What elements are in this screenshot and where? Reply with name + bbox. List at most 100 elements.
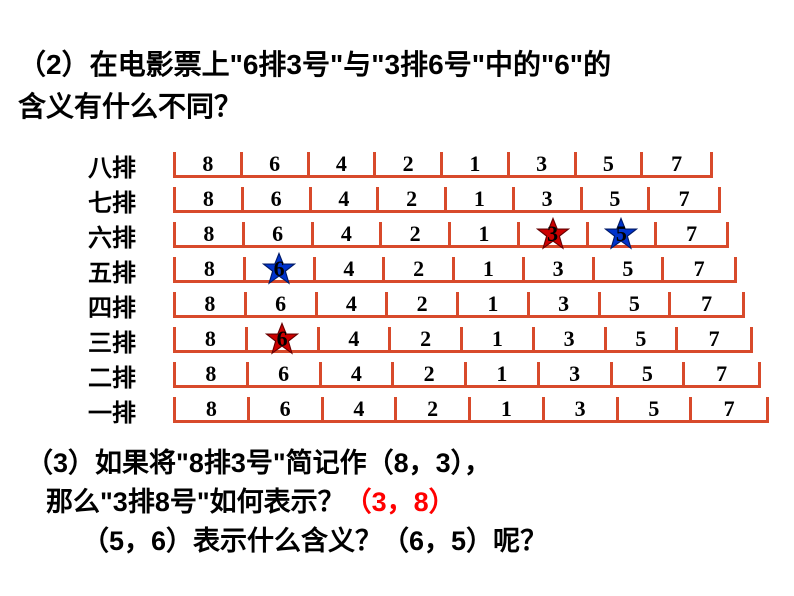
seat-number: 7	[679, 186, 690, 212]
row-label: 三排	[88, 323, 158, 358]
seat-number: 5	[622, 256, 633, 282]
seat: 3	[520, 222, 589, 245]
seat: 4	[312, 187, 380, 210]
seat: 4	[310, 152, 377, 175]
seat-number: 5	[648, 396, 659, 422]
seat-row: 三排8 6421357	[88, 323, 708, 358]
seat: 1	[443, 152, 510, 175]
seat: 2	[382, 222, 451, 245]
seat: 3	[530, 292, 601, 315]
seat-number: 1	[492, 326, 503, 352]
seat: 7	[685, 362, 758, 385]
seat-number: 1	[487, 291, 498, 317]
seat-number: 2	[403, 151, 414, 177]
seat-number: 4	[351, 361, 362, 387]
seat-number: 8	[203, 221, 214, 247]
seat: 7	[692, 397, 766, 420]
seat: 5	[583, 187, 651, 210]
seat-number: 3	[547, 221, 558, 247]
seat: 3	[540, 362, 613, 385]
seat: 1	[463, 327, 535, 350]
seat: 6	[243, 152, 310, 175]
seat-number: 3	[542, 186, 553, 212]
seat-number: 6	[274, 256, 285, 282]
seat-number: 7	[686, 221, 697, 247]
seat-row: 六排86421 3 57	[88, 218, 708, 253]
seat-number: 2	[410, 221, 421, 247]
seating-chart: 八排86421357七排86421357六排86421 3 57五排8 6421…	[88, 148, 708, 428]
seat-number: 6	[277, 326, 288, 352]
question-2-text: （2）在电影票上"6排3号"与"3排6号"中的"6"的 含义有什么不同？	[18, 44, 611, 128]
seat: 8	[176, 397, 250, 420]
row-label: 二排	[88, 358, 158, 393]
seat-number: 8	[204, 256, 215, 282]
seat: 5	[595, 257, 665, 280]
seat: 8	[176, 187, 244, 210]
seat-number: 3	[536, 151, 547, 177]
seat: 6	[249, 362, 322, 385]
seat: 8	[176, 362, 249, 385]
row-bar: 8 6 4 2 1 3 57	[173, 292, 745, 318]
seat-number: 2	[417, 291, 428, 317]
seat: 5	[619, 397, 693, 420]
seat-number: 2	[406, 186, 417, 212]
seat: 3	[545, 397, 619, 420]
seat-number: 3	[569, 361, 580, 387]
seat: 6	[250, 397, 324, 420]
q2-line2: 含义有什么不同？	[18, 86, 611, 128]
seat-number: 5	[642, 361, 653, 387]
seat-row: 四排86421357	[88, 288, 708, 323]
seat-number: 6	[278, 361, 289, 387]
seat: 2	[376, 152, 443, 175]
seat: 1	[451, 222, 520, 245]
seat-number: 7	[671, 151, 682, 177]
seat: 7	[657, 222, 726, 245]
seat-number: 1	[478, 221, 489, 247]
q3-line2: 那么"3排8号"如何表示？（3，8）	[46, 483, 547, 522]
seat-number: 4	[343, 256, 354, 282]
seat-number: 6	[269, 151, 280, 177]
q3-line2-prefix: 那么"3排8号"如何表示？	[46, 487, 345, 517]
seat-number: 2	[420, 326, 431, 352]
seat: 4	[316, 257, 386, 280]
seat: 4	[322, 362, 395, 385]
seat-number: 3	[553, 256, 564, 282]
seat: 4	[320, 327, 392, 350]
seat-number: 2	[427, 396, 438, 422]
seat: 3	[535, 327, 607, 350]
row-label: 六排	[88, 218, 158, 253]
seat-row: 一排86421357	[88, 393, 708, 428]
seat-number: 8	[204, 291, 215, 317]
seat: 1	[467, 362, 540, 385]
seat: 6	[245, 222, 314, 245]
seat-number: 1	[474, 186, 485, 212]
row-bar: 86421357	[173, 397, 769, 423]
seat-number: 1	[496, 361, 507, 387]
row-label: 七排	[88, 183, 158, 218]
row-bar: 86421357	[173, 362, 761, 388]
seat: 7	[664, 257, 734, 280]
seat-number: 7	[709, 326, 720, 352]
seat: 5	[601, 292, 672, 315]
row-bar: 86421 3 57	[173, 222, 729, 248]
seat-number: 1	[469, 151, 480, 177]
seat: 4	[314, 222, 383, 245]
row-bar: 8 6421357	[173, 257, 737, 283]
seat-number: 3	[558, 291, 569, 317]
q2-line1: （2）在电影票上"6排3号"与"3排6号"中的"6"的	[18, 44, 611, 86]
question-3-text: （3）如果将"8排3号"简记作（8，3）， 那么"3排8号"如何表示？（3，8）…	[26, 444, 547, 561]
seat: 7	[671, 292, 742, 315]
row-label: 四排	[88, 288, 158, 323]
seat: 6	[247, 292, 318, 315]
seat-number: 8	[205, 326, 216, 352]
seat: 8	[176, 222, 245, 245]
seat: 2	[385, 257, 455, 280]
seat-number: 5	[635, 326, 646, 352]
seat-number: 8	[202, 151, 213, 177]
seat: 6	[246, 257, 316, 280]
seat-number: 6	[271, 186, 282, 212]
seat: 8	[176, 292, 247, 315]
seat: 4	[318, 292, 389, 315]
seat-number: 4	[338, 186, 349, 212]
seat-number: 4	[346, 291, 357, 317]
